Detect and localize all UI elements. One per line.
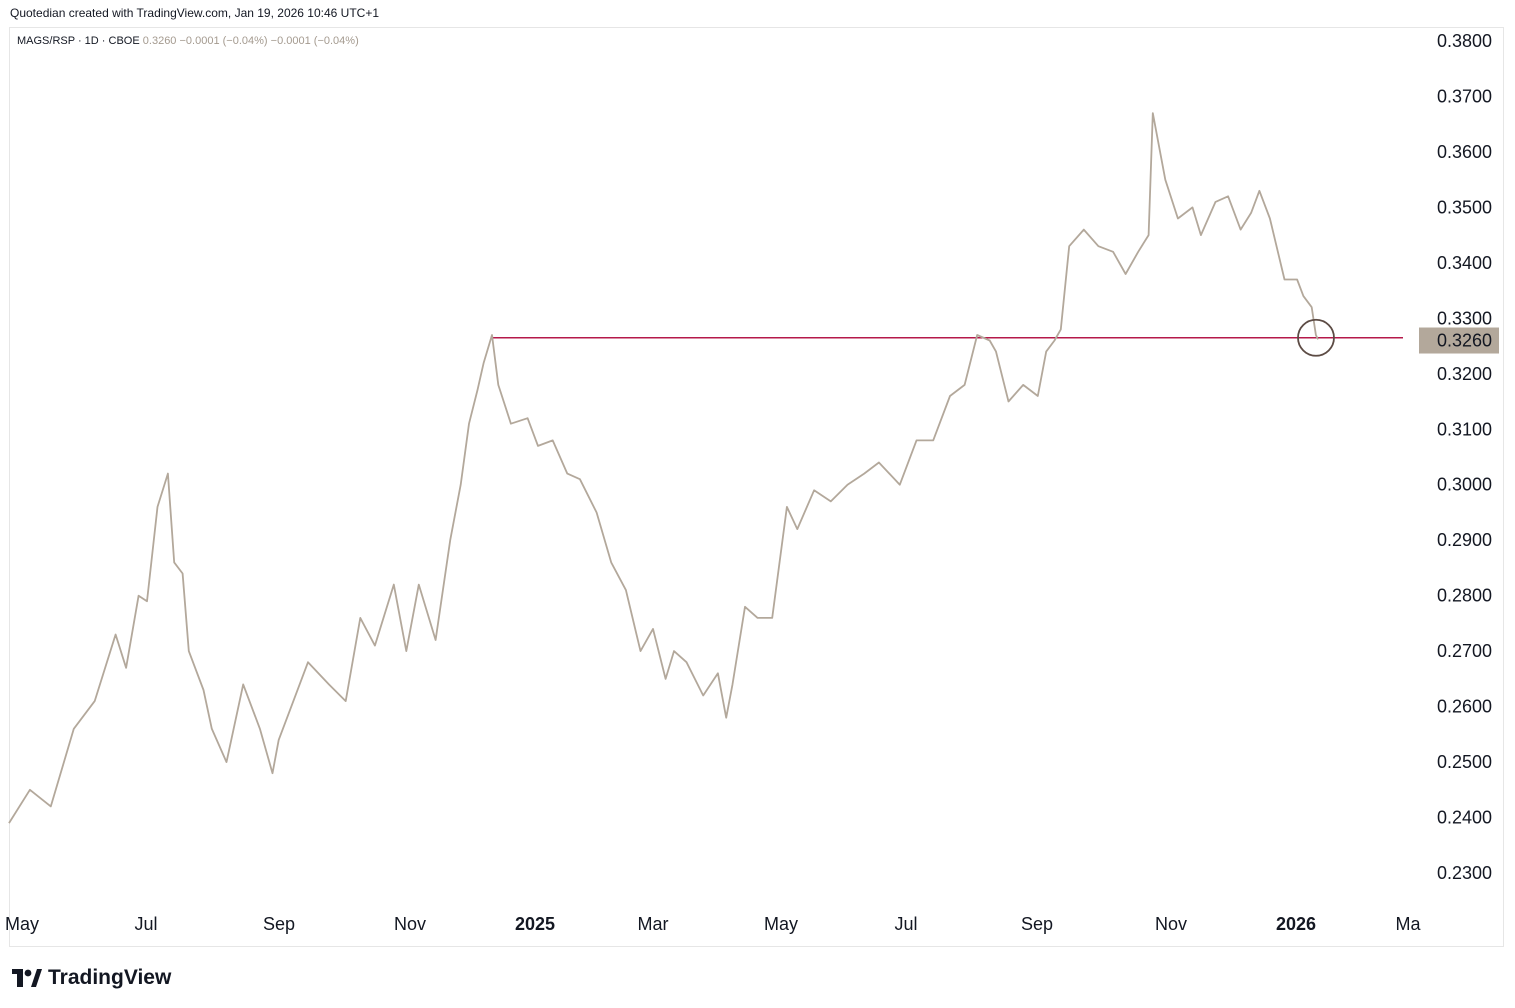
- x-tick-label: Jul: [894, 914, 917, 934]
- tradingview-logo-icon: [12, 969, 42, 987]
- legend-symbol: MAGS/RSP: [17, 35, 75, 47]
- y-tick-label: 0.3600: [1437, 142, 1492, 162]
- y-tick-label: 0.2500: [1437, 752, 1492, 772]
- price-series-line[interactable]: [8, 112, 1319, 824]
- legend-separator: ·: [101, 35, 109, 47]
- x-tick-label: May: [764, 914, 798, 934]
- legend-separator: ·: [77, 35, 85, 47]
- y-tick-label: 0.3700: [1437, 86, 1492, 106]
- y-axis: 0.3800 0.3700 0.3600 0.3500 0.3400 0.3300 0.32…: [1437, 31, 1492, 883]
- highlight-circle[interactable]: [1297, 318, 1335, 357]
- chart-credit: Quotedian created with TradingView.com, …: [10, 6, 380, 20]
- x-tick-label: Nov: [1155, 914, 1187, 934]
- legend-change-pct: (−0.04%): [222, 35, 268, 47]
- tradingview-brand: TradingView: [12, 966, 171, 990]
- y-tick-label: 0.2300: [1437, 863, 1492, 883]
- legend-exchange: CBOE: [108, 35, 140, 47]
- y-tick-label: 0.2600: [1437, 697, 1492, 717]
- y-tick-label: 0.3400: [1437, 253, 1492, 273]
- y-tick-label: 0.2400: [1437, 808, 1492, 828]
- y-tick-label: 0.3100: [1437, 419, 1492, 439]
- y-tick-label: 0.3500: [1437, 197, 1492, 217]
- last-price-badge: [1419, 327, 1499, 354]
- y-tick-label: 0.2900: [1437, 530, 1492, 550]
- legend-last: 0.3260: [142, 35, 177, 47]
- x-tick-label: Nov: [394, 914, 426, 934]
- x-tick-label: Sep: [263, 914, 295, 934]
- y-tick-label: 0.2700: [1437, 641, 1492, 661]
- y-tick-label: 0.3000: [1437, 475, 1492, 495]
- x-tick-label: Sep: [1021, 914, 1053, 934]
- x-tick-label: Ma: [1395, 914, 1421, 934]
- x-tick-label: 2026: [1276, 914, 1316, 934]
- chart-frame: [9, 27, 1504, 947]
- last-price-label: 0.3260: [1437, 331, 1492, 351]
- legend-interval: 1D: [84, 35, 99, 47]
- chart-legend: MAGS/RSP · 1D · CBOE 0.3260 −0.0001 (−0.…: [17, 35, 359, 47]
- legend-change: −0.0001: [179, 35, 220, 47]
- brand-name: TradingView: [48, 966, 172, 989]
- y-tick-label: 0.2800: [1437, 586, 1492, 606]
- y-tick-label: 0.3200: [1437, 364, 1492, 384]
- legend-change-2-pct: (−0.04%): [313, 35, 359, 47]
- y-tick-label: 0.3800: [1437, 31, 1492, 51]
- x-tick-label: 2025: [515, 914, 555, 934]
- x-axis: May Jul Sep Nov 2025 Mar May Jul Sep Nov 2026 Ma: [5, 914, 1421, 934]
- y-tick-label: 0.3300: [1437, 308, 1492, 328]
- legend-change-2: −0.0001: [270, 35, 311, 47]
- x-tick-label: Jul: [134, 914, 157, 934]
- x-tick-label: Mar: [638, 914, 669, 934]
- x-tick-label: May: [5, 914, 39, 934]
- plot-area[interactable]: 0.3260: [8, 112, 1499, 824]
